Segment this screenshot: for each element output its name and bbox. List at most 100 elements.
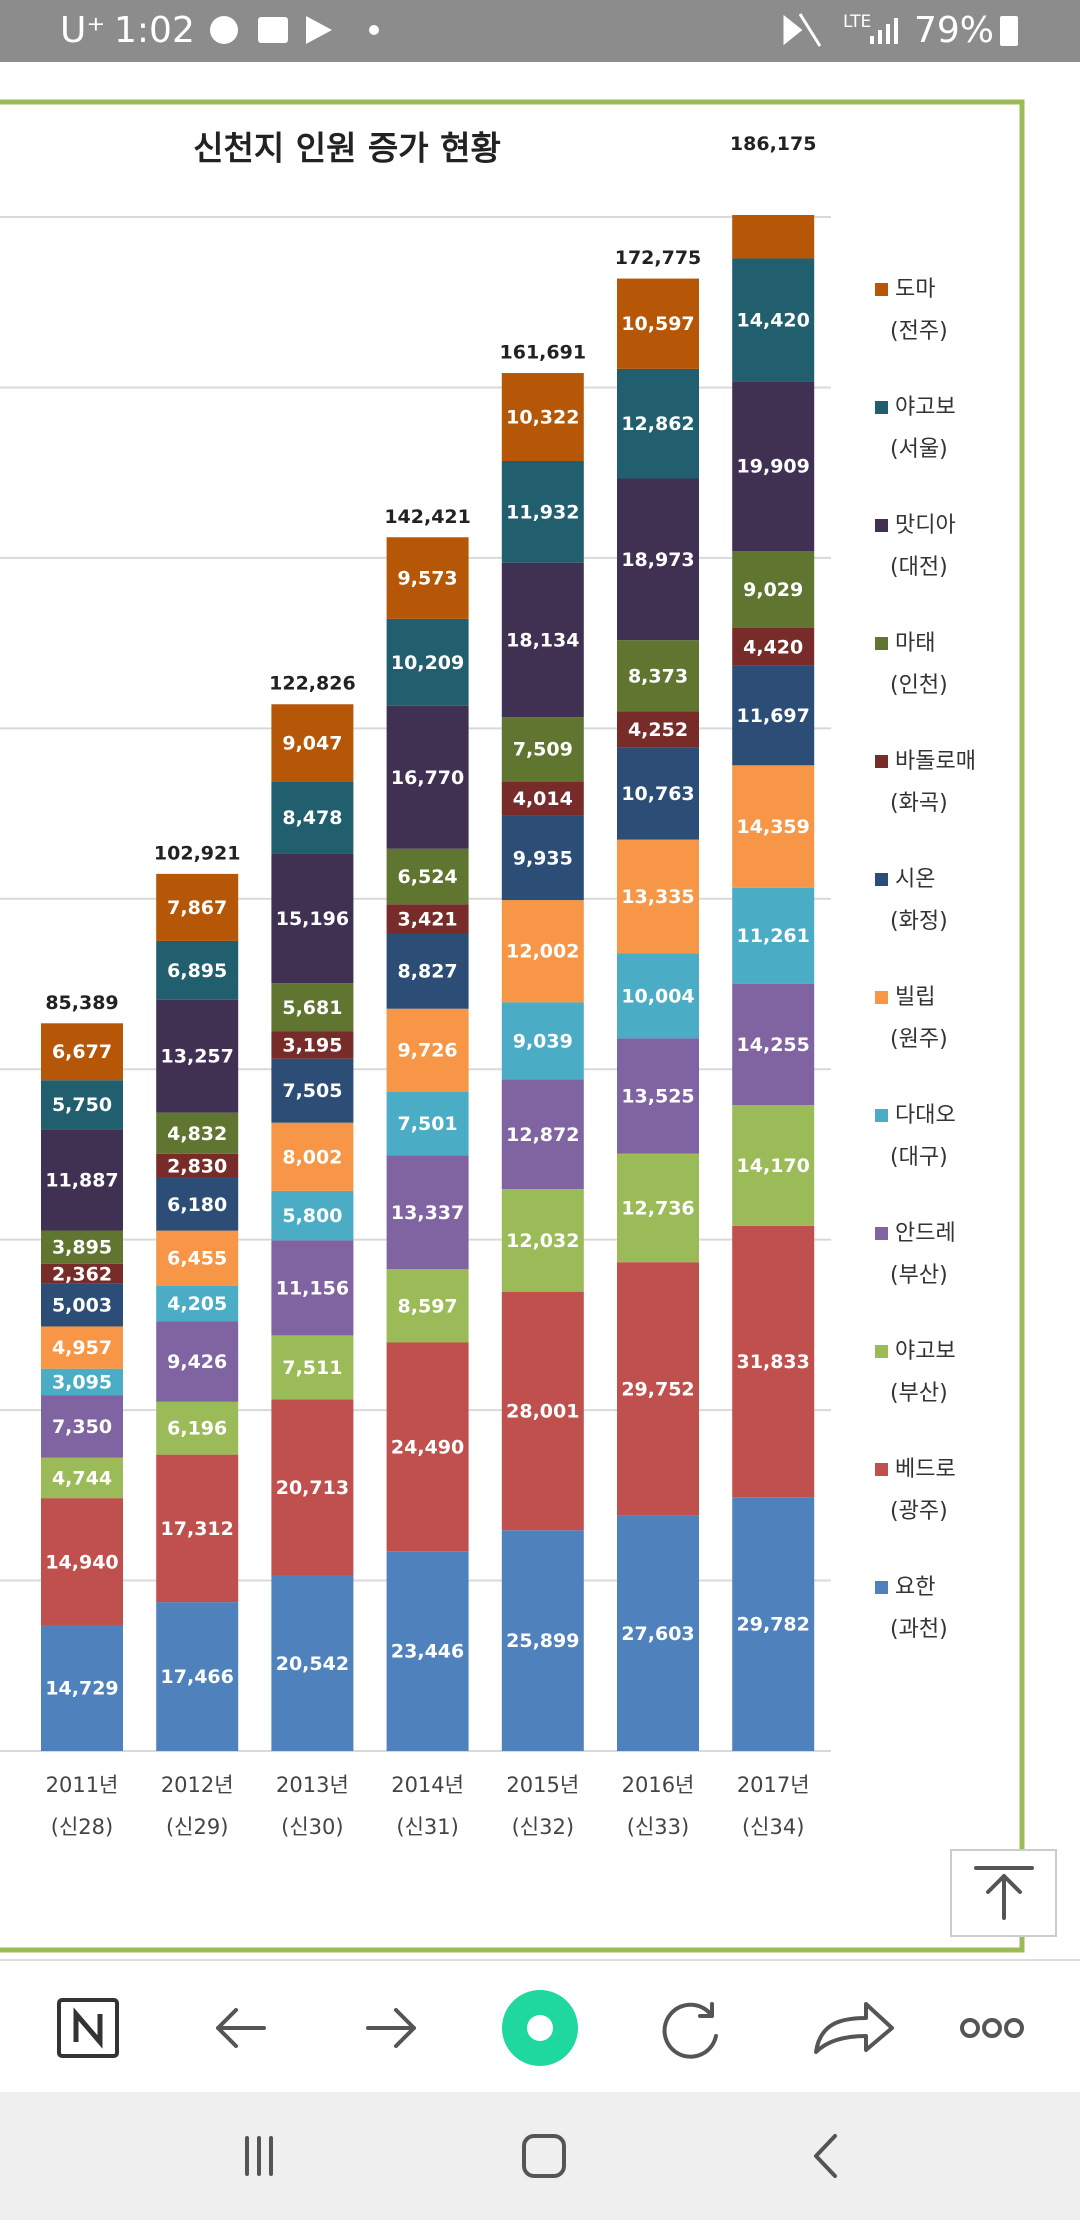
bar-segment xyxy=(41,1395,123,1458)
recents-button[interactable] xyxy=(245,2136,273,2176)
mute-icon xyxy=(783,13,822,47)
home-button[interactable] xyxy=(522,2134,566,2178)
bar-segment xyxy=(271,1399,354,1576)
data-label: 28,001 xyxy=(506,1400,579,1422)
network: LTE xyxy=(843,12,871,32)
back-button[interactable] xyxy=(216,2008,266,2048)
bar-segment xyxy=(156,1401,239,1455)
bar-segment xyxy=(617,1038,699,1154)
data-label: 4,957 xyxy=(52,1337,112,1359)
bar-segment xyxy=(617,747,699,840)
forward-button[interactable] xyxy=(366,2008,416,2048)
data-label: 11,887 xyxy=(45,1169,118,1191)
bar-segment xyxy=(732,1225,815,1498)
share-button[interactable] xyxy=(814,2002,894,2054)
bar-segment xyxy=(501,1079,584,1190)
total-label: 161,691 xyxy=(500,342,587,364)
bar-segment xyxy=(41,1263,123,1284)
bar-segment xyxy=(271,1190,354,1241)
bar-segment xyxy=(732,887,815,984)
bar-segment xyxy=(386,904,469,934)
legend-label: 시온 xyxy=(895,867,935,892)
total-label: 142,421 xyxy=(384,506,471,528)
total-label: 172,775 xyxy=(615,247,702,269)
legend-swatch xyxy=(875,283,888,296)
x-tick-sublabel: (신31) xyxy=(396,1815,458,1839)
more-dot xyxy=(982,2018,1002,2038)
talk-icon xyxy=(210,16,238,44)
data-label: 7,867 xyxy=(167,897,227,919)
legend-swatch xyxy=(875,1227,888,1240)
bar-segment xyxy=(156,1321,239,1402)
bar-segment xyxy=(271,1335,354,1400)
data-label: 7,511 xyxy=(282,1357,342,1379)
battery-icon xyxy=(1000,16,1018,46)
gallery-icon xyxy=(258,17,288,43)
bar-segment xyxy=(386,618,469,706)
refresh-button[interactable] xyxy=(662,2002,718,2059)
data-label: 6,677 xyxy=(52,1041,112,1063)
bar-segment xyxy=(501,781,584,816)
data-label: 13,257 xyxy=(161,1046,234,1068)
bar-segment xyxy=(386,537,469,619)
data-label: 3,421 xyxy=(398,908,458,930)
data-label: 10,322 xyxy=(506,407,579,429)
data-label: 4,744 xyxy=(52,1467,112,1489)
bar-segment xyxy=(271,1122,354,1191)
bar-segment xyxy=(732,1105,815,1226)
x-tick-label: 2012년 xyxy=(161,1773,234,1797)
data-label: 4,252 xyxy=(628,719,688,741)
bar-segment xyxy=(386,848,469,905)
legend-label: 야고보 xyxy=(895,1339,956,1364)
data-label: 10,209 xyxy=(391,652,464,674)
legend-swatch xyxy=(875,991,888,1004)
x-tick-sublabel: (신32) xyxy=(512,1815,574,1839)
legend-label: 요한 xyxy=(895,1575,935,1600)
bar-segment xyxy=(271,983,354,1032)
bar-segment xyxy=(156,1177,239,1231)
legend-swatch xyxy=(875,873,888,886)
bar-segment xyxy=(156,1153,239,1178)
legend-label: 안드레 xyxy=(895,1221,956,1246)
data-label: 18,134 xyxy=(506,629,579,651)
data-label: 13,335 xyxy=(621,886,694,908)
data-label: 29,782 xyxy=(737,1614,810,1636)
dot xyxy=(369,25,379,35)
data-label: 9,047 xyxy=(282,732,342,754)
bar-segment xyxy=(156,1285,239,1322)
data-label: 9,426 xyxy=(167,1351,227,1373)
naver-home-button[interactable] xyxy=(57,1998,119,2058)
data-label: 16,770 xyxy=(391,767,464,789)
legend-swatch xyxy=(875,1345,888,1358)
data-label: 14,940 xyxy=(45,1551,118,1573)
legend-swatch xyxy=(875,637,888,650)
bar-segment xyxy=(386,1091,469,1156)
data-label: 14,359 xyxy=(737,816,810,838)
bar-segment xyxy=(501,900,584,1003)
legend-sublabel: (서울) xyxy=(890,437,948,462)
data-label: 31,833 xyxy=(737,1351,810,1373)
legend-label: 다대오 xyxy=(895,1103,956,1128)
data-label: 17,466 xyxy=(161,1666,234,1688)
bar-segment xyxy=(271,1240,354,1336)
bar-segment xyxy=(156,1602,239,1751)
bar-segment xyxy=(732,627,815,666)
bar-segment xyxy=(271,1031,354,1059)
nav-back-button[interactable] xyxy=(814,2134,837,2178)
data-label: 2,362 xyxy=(52,1263,112,1285)
more-dot xyxy=(1004,2018,1024,2038)
bar-segment xyxy=(617,368,699,479)
data-label: 19,909 xyxy=(737,456,810,478)
legend-swatch xyxy=(875,401,888,414)
bar-segment xyxy=(156,1454,239,1603)
bar-segment xyxy=(501,1189,584,1292)
more-button[interactable] xyxy=(960,2018,1024,2038)
bar-segment xyxy=(41,1326,123,1369)
play-icon xyxy=(306,16,332,44)
green-dot-center xyxy=(527,2015,553,2041)
bar-segment xyxy=(386,1342,469,1552)
bar-segment xyxy=(386,705,469,849)
legend-sublabel: (대구) xyxy=(890,1145,948,1170)
bar-segment xyxy=(386,1155,469,1270)
legend-sublabel: (화곡) xyxy=(890,791,948,816)
